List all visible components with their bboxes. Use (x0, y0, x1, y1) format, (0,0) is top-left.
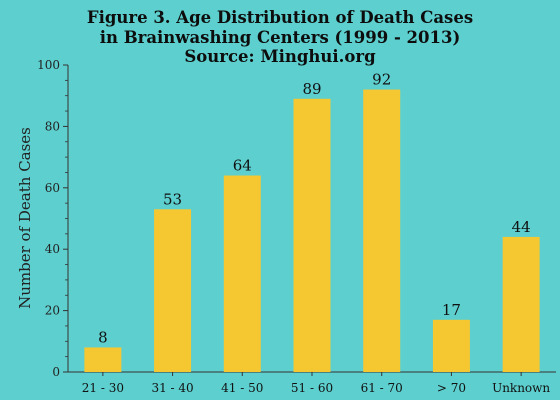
x-tick-label: 41 - 50 (221, 381, 263, 395)
x-tick-labels: 21 - 30 31 - 40 41 - 50 51 - 60 61 - 70 > 70 U… (82, 381, 551, 395)
y-tick-label: 40 (45, 242, 60, 256)
x-tick-label: 31 - 40 (151, 381, 193, 395)
x-tick-label: Unknown (492, 381, 550, 395)
y-tick-labels: 0 20 40 60 80 100 (37, 58, 60, 379)
bar (84, 347, 122, 372)
y-tick-label: 20 (45, 304, 60, 318)
bar-value-label: 17 (442, 301, 461, 319)
y-tick-label: 100 (37, 58, 60, 72)
y-tick-label: 0 (52, 365, 60, 379)
bar-value-label: 44 (512, 218, 531, 236)
chart-title-line: in Brainwashing Centers (1999 - 2013) (100, 28, 461, 47)
x-tick-label: 21 - 30 (82, 381, 124, 395)
bar-value-label: 89 (302, 80, 321, 98)
bars (84, 89, 540, 373)
y-axis-title: Number of Death Cases (16, 127, 34, 309)
x-tick-label: > 70 (437, 381, 466, 395)
bar (432, 319, 470, 372)
bar-value-label: 92 (372, 71, 391, 89)
bar-value-label: 53 (163, 190, 182, 208)
bar (293, 98, 331, 373)
data-labels: 8 53 64 89 92 17 44 (98, 71, 531, 347)
y-tick-label: 80 (45, 119, 60, 133)
bar (363, 89, 401, 372)
bar (154, 209, 192, 372)
chart-title-line: Source: Minghui.org (184, 47, 376, 66)
bar (223, 175, 261, 372)
bar (502, 236, 540, 372)
bar-value-label: 64 (233, 157, 252, 175)
x-tick-label: 51 - 60 (291, 381, 333, 395)
chart-title-line: Figure 3. Age Distribution of Death Case… (87, 8, 473, 27)
chart-title: Figure 3. Age Distribution of Death Case… (87, 8, 473, 66)
x-tick-label: 61 - 70 (361, 381, 403, 395)
y-tick-label: 60 (45, 181, 60, 195)
bar-value-label: 8 (98, 328, 108, 346)
